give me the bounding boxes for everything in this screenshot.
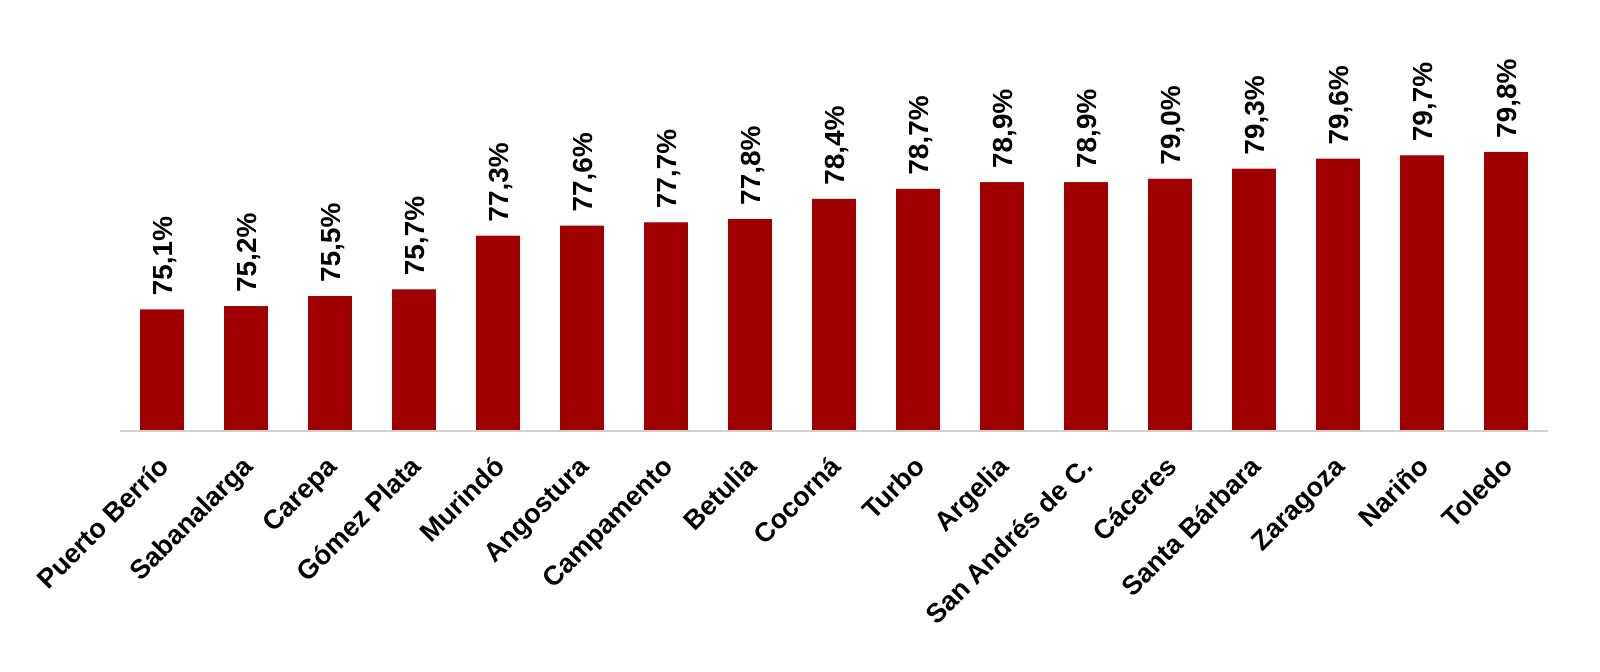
bar-3 [308,296,352,430]
bars-group [140,151,1528,431]
bar-10 [896,188,940,430]
bar-9 [812,198,856,430]
x-tick-label-11: Argelia [928,450,1015,537]
bar-15 [1316,158,1360,430]
data-label-16: 79,7% [1407,62,1438,141]
data-label-5: 77,3% [483,142,514,221]
data-label-11: 78,9% [987,89,1018,168]
data-label-2: 75,2% [231,213,262,292]
data-label-9: 78,4% [819,105,850,184]
x-tick-label-12: San Andrés de C. [920,451,1099,630]
bar-16 [1400,155,1444,431]
bar-17 [1484,151,1528,430]
bar-8 [728,218,772,430]
data-label-10: 78,7% [903,95,934,174]
bar-6 [560,225,604,430]
bar-7 [644,222,688,430]
bar-12 [1064,182,1108,430]
x-tick-label-10: Turbo [856,451,930,525]
data-label-3: 75,5% [315,203,346,282]
data-label-17: 79,8% [1491,58,1522,137]
data-label-8: 77,8% [735,125,766,204]
data-label-13: 79,0% [1155,85,1186,164]
bar-4 [392,289,436,430]
bar-14 [1232,168,1276,430]
bar-13 [1148,178,1192,430]
data-label-7: 77,7% [651,129,682,208]
x-tick-label-16: Nariño [1353,451,1435,533]
bar-5 [476,235,520,430]
data-label-15: 79,6% [1323,65,1354,144]
bar-1 [140,309,184,430]
x-tick-label-17: Toledo [1436,451,1518,533]
x-tick-label-8: Betulia [677,450,763,536]
data-labels-group: 75,1% 75,2% 75,5% 75,7% 77,3% 77,6% 77,7% 77,8%… [147,58,1522,295]
x-tick-label-9: Cocorná [748,450,847,549]
data-label-6: 77,6% [567,132,598,211]
data-label-1: 75,1% [147,216,178,295]
data-label-12: 78,9% [1071,89,1102,168]
data-label-4: 75,7% [399,196,430,275]
bar-2 [224,306,268,430]
bar-11 [980,182,1024,430]
x-tick-label-15: Zaragoza [1245,450,1351,556]
x-tick-label-3: Carepa [256,450,343,537]
data-label-14: 79,3% [1239,75,1270,154]
